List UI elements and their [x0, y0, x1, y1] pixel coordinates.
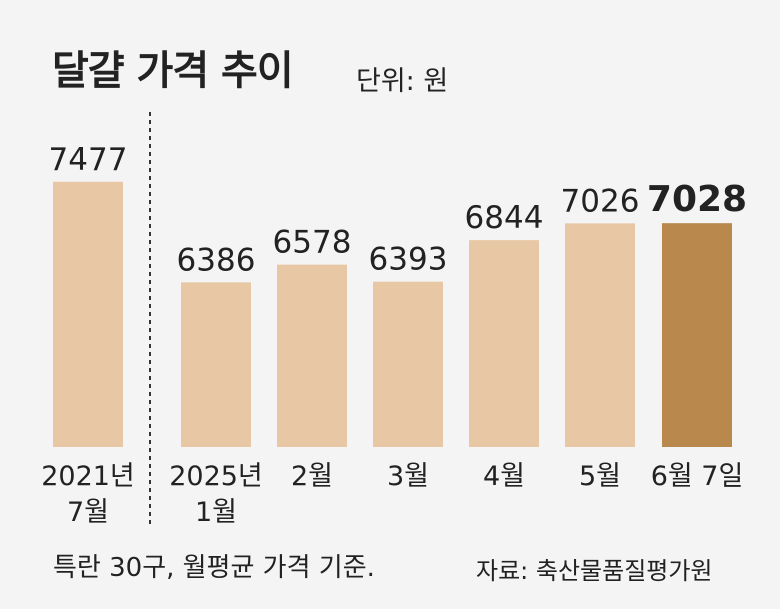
x-tick-label-1-0: 2025년	[169, 461, 263, 492]
data-label-0: 7477	[49, 142, 128, 178]
data-label-6: 7028	[647, 179, 747, 220]
data-label-2: 6578	[273, 225, 352, 261]
bar-4	[469, 240, 539, 447]
footnote: 특란 30구, 월평균 가격 기준.	[53, 553, 375, 583]
data-label-1: 6386	[177, 242, 256, 278]
data-label-5: 7026	[561, 183, 640, 219]
bar-0	[53, 181, 123, 448]
chart-frame: 달걀 가격 추이 단위: 원 특란 30구, 월평균 가격 기준. 자료: 축산…	[6, 4, 772, 602]
data-label-3: 6393	[369, 242, 448, 278]
data-label-4: 6844	[465, 200, 544, 236]
chart-title: 달걀 가격 추이	[52, 48, 294, 94]
x-tick-label-1-1: 1월	[195, 497, 237, 528]
unit-label: 단위: 원	[356, 66, 449, 97]
bar-6	[662, 223, 732, 447]
bar-1	[181, 282, 251, 447]
bar-5	[565, 223, 635, 447]
x-tick-label-3-0: 3월	[387, 461, 429, 492]
bar-3	[373, 281, 443, 447]
x-tick-label-4-0: 4월	[483, 461, 525, 492]
x-tick-label-5-0: 5월	[579, 461, 621, 492]
x-tick-label-6-0: 6월 7일	[651, 461, 744, 492]
x-tick-label-0-1: 7월	[67, 497, 109, 528]
x-tick-label-2-0: 2월	[291, 461, 333, 492]
bar-2	[277, 264, 347, 447]
x-tick-label-0-0: 2021년	[41, 461, 135, 492]
source-credit: 자료: 축산물품질평가원	[476, 557, 713, 585]
